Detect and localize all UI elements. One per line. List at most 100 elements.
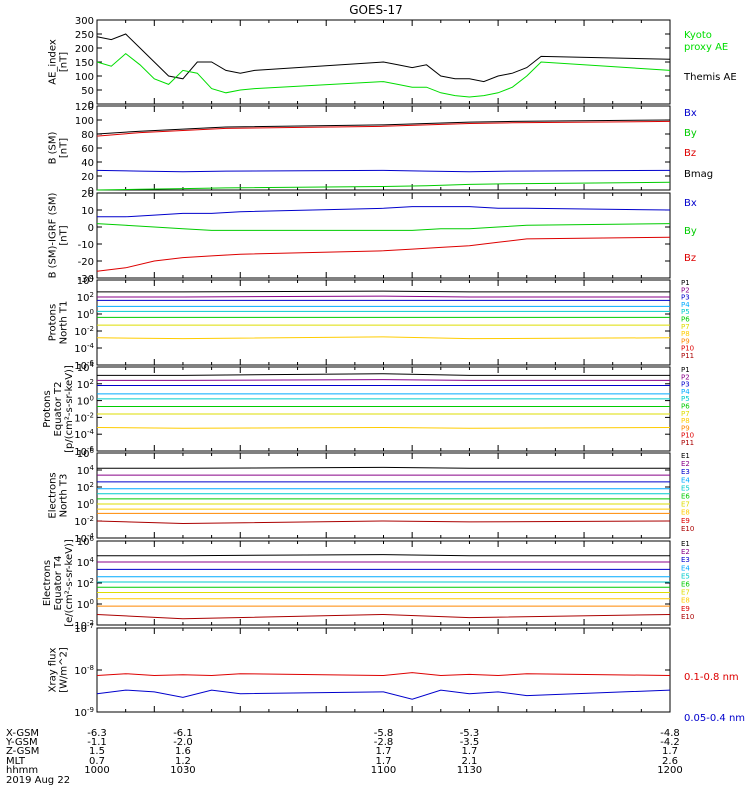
y-tick-label: 104 xyxy=(77,274,95,287)
legend-label: Bz xyxy=(684,148,696,159)
y-tick-label: 104 xyxy=(77,464,95,477)
series-0-05-0-4-nm xyxy=(96,689,671,700)
footer-value: -4.2 xyxy=(660,737,680,748)
legend-label: E8 xyxy=(681,597,690,605)
legend-label: By xyxy=(684,226,697,237)
y-tick-label: 80 xyxy=(81,130,94,141)
footer-value: 2.6 xyxy=(662,756,678,767)
y-tick-label: 10-6 xyxy=(74,445,94,458)
y-axis-label: B (SM)-IGRF (SM)[nT] xyxy=(48,193,70,279)
legend-label: E1 xyxy=(681,452,690,460)
y-tick-label: 102 xyxy=(77,291,94,304)
legend-label: E4 xyxy=(681,564,690,572)
series-bx xyxy=(96,169,671,173)
legend-label: P7 xyxy=(681,323,690,331)
legend-label: E3 xyxy=(681,468,690,476)
y-tick-label: 100 xyxy=(75,116,94,127)
panel-frame xyxy=(96,192,671,279)
legend-label: P2 xyxy=(681,286,690,294)
series-by xyxy=(96,223,671,231)
panel-frame xyxy=(96,452,671,539)
legend-label: P8 xyxy=(681,330,690,338)
legend-label: E2 xyxy=(681,460,690,468)
y-tick-label: 60 xyxy=(81,144,94,155)
legend-label: P1 xyxy=(681,279,690,287)
series-bx xyxy=(97,206,671,218)
y-axis-label: B (SM)[nT] xyxy=(48,131,70,164)
y-tick-label: 0 xyxy=(88,186,94,197)
legend-label: E8 xyxy=(681,509,690,517)
plot-title: GOES-17 xyxy=(349,3,403,17)
series-p2 xyxy=(97,295,670,298)
legend-label: P2 xyxy=(681,373,690,381)
legend-label: P4 xyxy=(681,388,690,396)
footer-value: -5.8 xyxy=(374,728,394,739)
y-axis-label: ProtonsEquator T2[p/(cm²-s-sr-keV)] xyxy=(42,365,75,453)
y-tick-label: -20 xyxy=(78,257,94,268)
y-tick-label: 10-8 xyxy=(74,664,94,677)
y-tick-label: 100 xyxy=(77,308,94,321)
legend-label: 0.05-0.4 nm xyxy=(684,713,745,724)
y-tick-label: 100 xyxy=(77,598,94,611)
panel-frame xyxy=(96,105,671,191)
y-axis-label: AE_index[nT] xyxy=(48,39,70,85)
series-p8 xyxy=(96,336,671,340)
footer-value: -4.8 xyxy=(660,728,680,739)
y-tick-label: 104 xyxy=(77,361,95,374)
footer-value: 1.7 xyxy=(376,746,392,757)
legend-label: P9 xyxy=(681,337,690,345)
footer-value: -5.3 xyxy=(460,728,480,739)
legend-label: E3 xyxy=(681,556,690,564)
series-kyoto-proxy-ae xyxy=(96,52,671,98)
legend-label: Kyoto xyxy=(684,30,712,41)
legend-label: 0.1-0.8 nm xyxy=(684,672,739,683)
legend-label: Bx xyxy=(684,198,697,209)
legend-label: proxy AE xyxy=(684,42,728,53)
footer-value: 1200 xyxy=(657,765,682,776)
y-tick-label: 100 xyxy=(75,72,94,83)
y-tick-label: 10-4 xyxy=(74,428,94,441)
legend-label: P5 xyxy=(681,308,690,316)
panel-frame xyxy=(96,540,671,626)
legend-label: Bmag xyxy=(684,169,713,180)
footer-value: 1.6 xyxy=(175,746,191,757)
footer-value: 1.5 xyxy=(89,746,105,757)
y-tick-label: 250 xyxy=(75,30,94,41)
y-tick-label: 20 xyxy=(81,189,94,200)
legend-label: P6 xyxy=(681,403,690,411)
footer-value: -2.8 xyxy=(374,737,394,748)
y-axis-label: ElectronsNorth T3 xyxy=(48,472,70,518)
footer-value: 1100 xyxy=(371,765,396,776)
legend-label: P11 xyxy=(681,352,694,360)
legend-label: E10 xyxy=(681,613,694,621)
legend-label: E6 xyxy=(681,493,690,501)
panel-3: 20 10 0 -10 -20 -30 B (SM)-IGRF (SM)[nT] Bx By Bz xyxy=(48,189,697,285)
footer-value: 0.7 xyxy=(89,756,105,767)
legend-label: P4 xyxy=(681,301,690,309)
legend-label: E6 xyxy=(681,581,690,589)
panel-8: 10-7 10-8 10-9 Xray flux[W/m^2] 0.1-0.8 nm 0.… xyxy=(48,622,746,724)
legend-label: P11 xyxy=(681,439,694,447)
legend-label: E9 xyxy=(681,605,690,613)
series-bz xyxy=(96,120,671,137)
series-by xyxy=(96,181,671,191)
y-tick-label: 10-9 xyxy=(74,706,94,719)
footer-value: 1030 xyxy=(170,765,195,776)
y-axis-label: ElectronsEquator T4[e/(cm²-s-sr-keV)] xyxy=(42,539,75,627)
legend-label: P3 xyxy=(681,381,690,389)
series-themis-ae xyxy=(96,33,671,83)
legend-label: P9 xyxy=(681,424,690,432)
y-tick-label: 200 xyxy=(75,44,94,55)
y-axis-label: Xray flux[W/m^2] xyxy=(48,647,70,693)
y-tick-label: 106 xyxy=(77,535,95,548)
y-tick-label: 10-2 xyxy=(74,325,94,338)
y-tick-label: 10-6 xyxy=(74,359,94,372)
y-tick-label: 10-2 xyxy=(74,619,94,632)
legend-label: E7 xyxy=(681,589,690,597)
legend-label: Bz xyxy=(684,253,696,264)
series-0-1-0-8-nm xyxy=(96,672,671,677)
footer-value: 2.1 xyxy=(461,756,477,767)
